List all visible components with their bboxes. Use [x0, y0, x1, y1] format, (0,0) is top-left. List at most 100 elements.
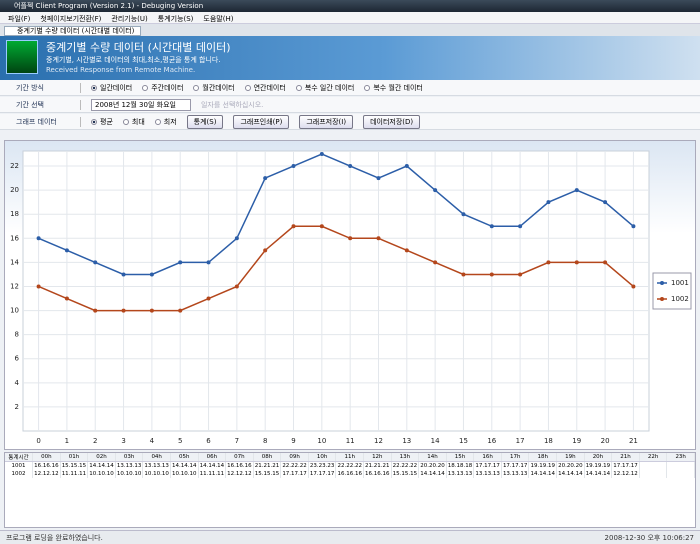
radio-option[interactable]: 일간데이터 — [91, 83, 132, 93]
radio[interactable] — [244, 84, 251, 91]
table-cell: 12.12.12 — [611, 470, 640, 478]
x-tick-label: 3 — [121, 437, 125, 445]
radio-label: 연간데이터 — [253, 83, 286, 92]
y-tick-label: 18 — [10, 210, 19, 218]
radio-label: 일간데이터 — [100, 83, 133, 92]
radio-option[interactable]: 최대 — [122, 117, 145, 127]
radio[interactable] — [295, 84, 302, 91]
x-tick-label: 8 — [263, 437, 267, 445]
x-tick-label: 7 — [235, 437, 239, 445]
table-cell: 22.22.22 — [335, 461, 365, 470]
table-cell: 17.17.17 — [473, 461, 502, 470]
data-point — [121, 272, 126, 277]
table-cell — [639, 461, 668, 470]
table-cell: 15.15.15 — [253, 470, 282, 478]
data-point — [206, 296, 211, 301]
button[interactable]: 그래프저장(I) — [299, 114, 354, 129]
data-point — [348, 164, 353, 169]
period-select-row: 기간 선택 2008년 12월 30일 화요일 일자를 선택하십시오. — [0, 97, 700, 113]
data-point — [631, 224, 636, 229]
date-picker[interactable]: 2008년 12월 30일 화요일 — [91, 98, 191, 111]
menu-item[interactable]: 파일(F) — [8, 15, 31, 23]
button[interactable]: 데이터저장(D) — [363, 114, 421, 129]
radio[interactable] — [91, 84, 97, 91]
table-cell: 17.17.17 — [501, 461, 530, 470]
radio[interactable] — [142, 84, 149, 91]
header-subtitle: 중계기별, 시간별로 데이터의 최대,최소,평균을 통계 합니다. — [46, 56, 221, 64]
y-tick-label: 8 — [15, 331, 19, 339]
menu-item[interactable]: 첫페이지보기전환(F) — [40, 15, 102, 23]
table-cell: 14.14.14 — [170, 461, 199, 470]
header-cell: 통계시간 — [5, 453, 34, 462]
table-row: 1002 12.12.12 11.11.11 10.10.10 10.10.10 10.1… — [5, 470, 695, 478]
x-tick-label: 17 — [516, 437, 525, 445]
data-point — [36, 236, 41, 241]
radio-label: 복수 일간 데이터 — [304, 83, 355, 92]
radio-label: 월간데이터 — [202, 83, 235, 92]
data-point — [291, 224, 296, 229]
table-cell: 10.10.10 — [142, 470, 171, 478]
data-point — [489, 272, 494, 277]
x-tick-label: 4 — [150, 437, 155, 445]
data-point — [348, 236, 353, 241]
radio-label: 평균 — [100, 117, 113, 126]
data-point — [489, 224, 494, 229]
radio-option[interactable]: 복수 월간 데이터 — [364, 83, 423, 93]
radio[interactable] — [122, 118, 129, 125]
table-cell: 23.23.23 — [308, 461, 337, 470]
menu-item[interactable]: 관리기능(U) — [111, 15, 148, 23]
button[interactable]: 통계(S) — [186, 114, 224, 129]
table-cell: 14.14.14 — [87, 461, 116, 470]
tab[interactable]: 중계기별 수량 데이터 (시간대별 데이터) — [4, 26, 142, 36]
radio-option[interactable]: 주간데이터 — [142, 83, 183, 93]
data-point — [404, 164, 409, 169]
table-cell: 14.14.14 — [556, 470, 585, 478]
radio[interactable] — [193, 84, 200, 91]
radio-label: 복수 월간 데이터 — [373, 83, 423, 92]
radio[interactable] — [364, 84, 371, 91]
table-cell: 16.16.16 — [363, 470, 392, 478]
table-cell: 1002 — [5, 470, 34, 478]
data-point — [574, 260, 579, 265]
table-cell: 17.17.17 — [611, 461, 640, 470]
status-message: 프로그램 로딩을 완료하였습니다. — [6, 533, 103, 542]
header-cell: 22h — [639, 453, 668, 462]
table-cell: 19.19.19 — [528, 461, 558, 470]
table-cell: 20.20.20 — [556, 461, 585, 470]
radio-option[interactable]: 연간데이터 — [244, 83, 286, 93]
y-tick-label: 22 — [10, 162, 19, 170]
table-cell: 19.19.19 — [584, 461, 613, 470]
header-cell: 21h — [611, 453, 640, 462]
x-tick-label: 11 — [346, 437, 355, 445]
radio-option[interactable]: 월간데이터 — [193, 83, 235, 93]
legend-box — [652, 272, 692, 310]
button[interactable]: 그래프인쇄(P) — [233, 114, 290, 129]
radio[interactable] — [154, 118, 161, 125]
header-title: 중계기별 수량 데이터 (시간대별 데이터) — [46, 41, 231, 54]
header-cell: 17h — [501, 453, 530, 462]
radio-option[interactable]: 최저 — [154, 117, 177, 127]
header-cell: 13h — [391, 453, 420, 462]
radio[interactable] — [91, 118, 97, 125]
x-tick-label: 12 — [374, 437, 383, 445]
y-tick-label: 14 — [10, 258, 19, 266]
data-point — [263, 248, 268, 253]
table-cell: 16.16.16 — [335, 470, 365, 478]
x-tick-label: 21 — [629, 437, 638, 445]
x-tick-label: 16 — [487, 437, 496, 445]
table-cell: 14.14.14 — [584, 470, 613, 478]
data-point — [433, 188, 438, 193]
header-cell: 23h — [666, 453, 695, 462]
header-cell: 19h — [556, 453, 585, 462]
radio-option[interactable]: 복수 일간 데이터 — [295, 83, 355, 93]
menu-item[interactable]: 도움말(H) — [203, 15, 234, 23]
period-mode-row: 기간 방식 일간데이터 주간데이터 월간데이터 연간데이터 복수 일간 데이터 복수 월간 … — [0, 80, 700, 96]
y-tick-label: 16 — [10, 234, 19, 242]
header-cell: 05h — [170, 453, 199, 462]
radio-option[interactable]: 평균 — [91, 117, 113, 127]
table-cell: 13.13.13 — [142, 461, 171, 470]
menu-item[interactable]: 통계기능(S) — [157, 15, 194, 23]
series-line — [38, 225, 634, 312]
table-cell — [666, 461, 695, 470]
